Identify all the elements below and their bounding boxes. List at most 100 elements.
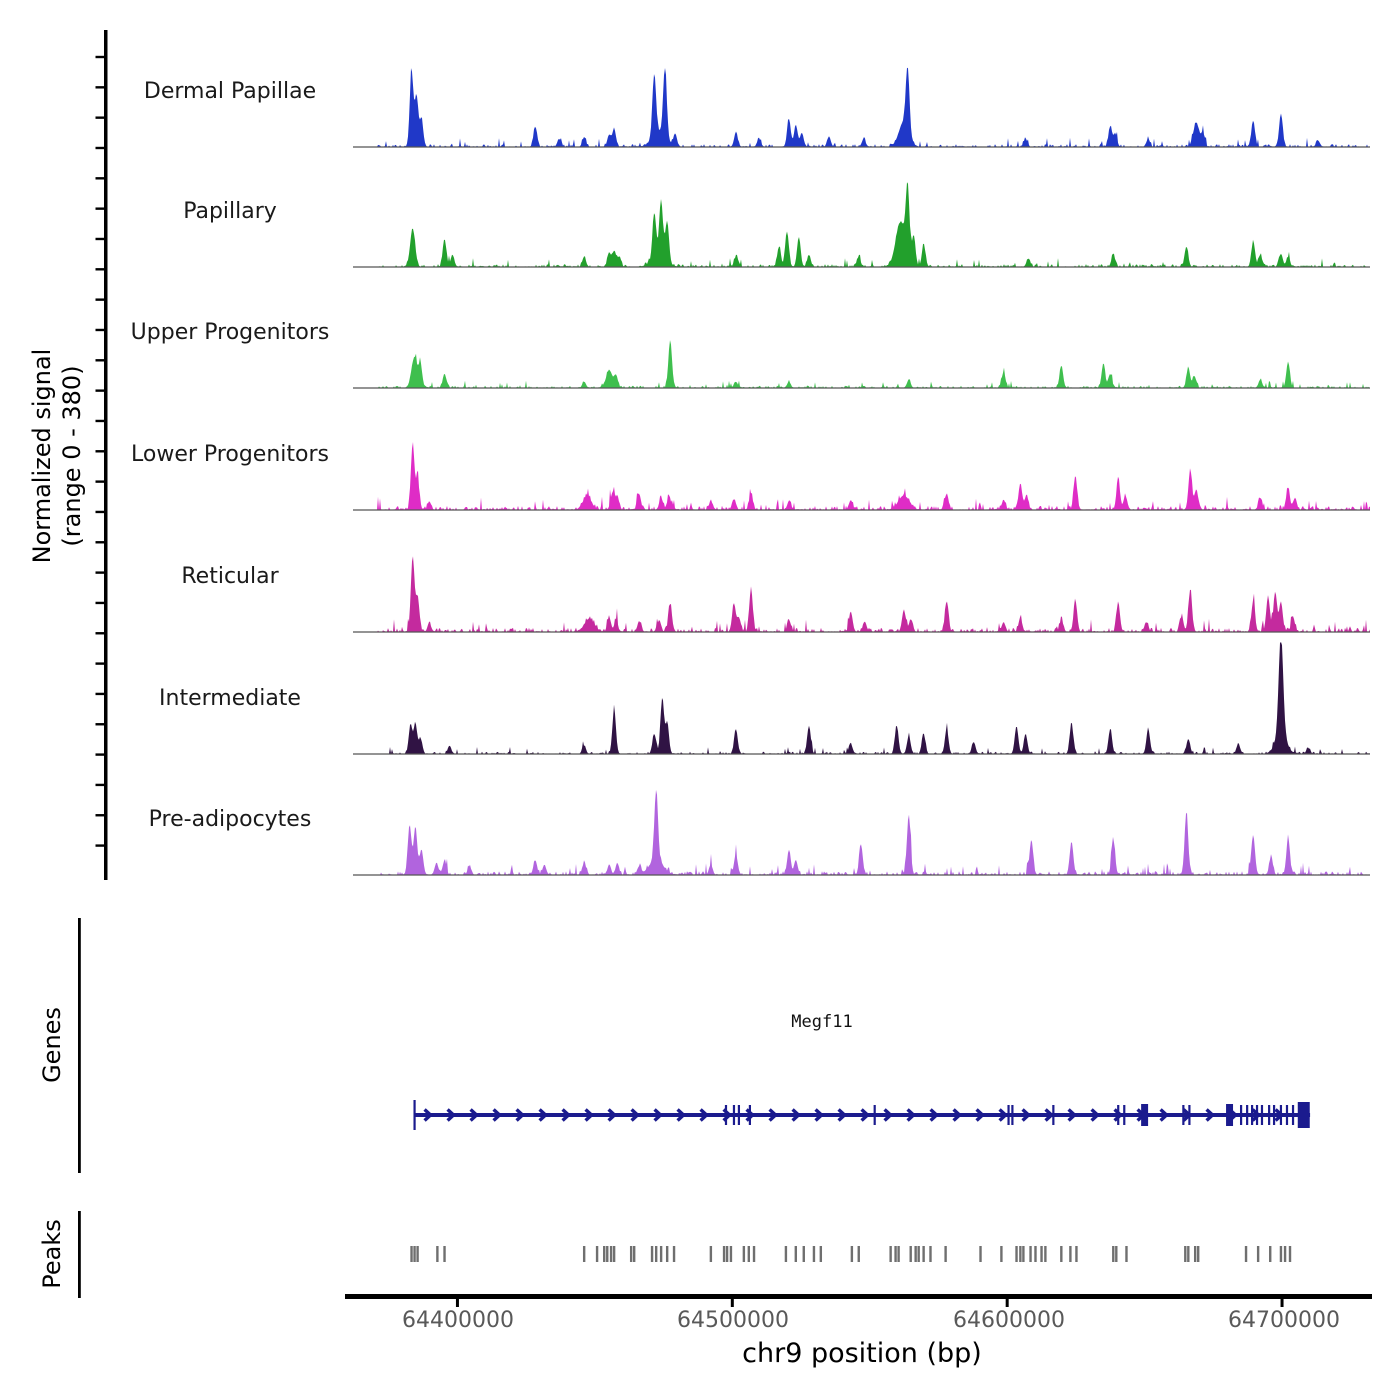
peak-tick (1029, 1246, 1032, 1262)
peak-tick (416, 1246, 419, 1262)
gene-strand-arrow (883, 1108, 894, 1122)
gene-exon (724, 1105, 728, 1125)
gene-strand-arrow (906, 1108, 917, 1122)
gene-strand-arrow (515, 1108, 526, 1122)
track-label-upper-progenitors: Upper Progenitors (130, 320, 330, 345)
peak-tick (909, 1246, 912, 1262)
track-label-lower-progenitors: Lower Progenitors (131, 442, 329, 467)
peak-tick (722, 1246, 726, 1262)
gene-exon (1117, 1105, 1120, 1125)
genes-axis-spine (78, 918, 81, 1173)
x-tick-label-64700000: 64700000 (1228, 1308, 1340, 1333)
peak-tick (794, 1246, 798, 1262)
peak-tick (812, 1246, 816, 1262)
peak-tick (1244, 1246, 1248, 1262)
peak-tick (1000, 1246, 1003, 1262)
peak-tick (889, 1246, 892, 1262)
gene-strand-arrow (929, 1108, 940, 1122)
peak-tick (914, 1246, 917, 1262)
peak-tick (436, 1246, 439, 1262)
peak-tick (897, 1246, 900, 1262)
peak-tick (1288, 1246, 1292, 1262)
signal-area-5 (353, 642, 1370, 754)
peak-tick (725, 1246, 729, 1262)
x-axis-title: chr9 position (bp) (742, 1338, 982, 1369)
track-label-dermal-papillae: Dermal Papillae (143, 79, 317, 104)
x-tick-label-64500000: 64500000 (677, 1308, 789, 1333)
gene-exon (1297, 1102, 1310, 1128)
gene-exon (1285, 1105, 1289, 1125)
track-label-papillary: Papillary (183, 199, 277, 224)
peak-tick (632, 1246, 636, 1262)
peak-tick (917, 1246, 920, 1262)
peak-tick (929, 1246, 932, 1262)
gene-strand-arrow (745, 1108, 756, 1122)
peak-tick (1075, 1246, 1078, 1262)
peak-tick (595, 1246, 599, 1262)
gene-strand-arrow (446, 1108, 457, 1122)
gene-strand-arrow (998, 1108, 1009, 1122)
peak-tick (612, 1246, 616, 1262)
peak-tick (784, 1246, 788, 1262)
gene-strand-arrow (676, 1108, 687, 1122)
peak-tick (1015, 1246, 1018, 1262)
gene-strand-arrow (492, 1108, 503, 1122)
gene-strand-arrow (791, 1108, 802, 1122)
gene-exon (1246, 1105, 1249, 1125)
genes-section-label: Genes (38, 1007, 66, 1083)
gene-strand-arrow (653, 1108, 664, 1122)
gene-exon (873, 1105, 876, 1125)
peak-tick (659, 1246, 663, 1262)
peak-tick (1256, 1246, 1260, 1262)
peak-tick (410, 1246, 413, 1262)
peak-tick (729, 1246, 733, 1262)
peak-tick (603, 1246, 606, 1262)
gene-strand-arrow (860, 1108, 871, 1122)
peak-tick (1269, 1246, 1272, 1262)
peaks-axis-spine (78, 1211, 81, 1298)
gene-strand-arrow (630, 1108, 641, 1122)
gene-strand-arrow (538, 1108, 549, 1122)
peak-tick (1034, 1246, 1037, 1262)
peak-tick (1193, 1246, 1197, 1262)
gene-exon (1188, 1105, 1191, 1125)
gene-strand-arrow (1159, 1108, 1170, 1122)
gene-name-label: Megf11 (791, 1012, 853, 1032)
x-tick-label-64400000: 64400000 (402, 1308, 514, 1333)
peak-tick (1040, 1246, 1043, 1262)
peak-tick (582, 1246, 586, 1262)
gene-strand-arrow (1113, 1108, 1124, 1122)
gene-strand-arrow (814, 1108, 825, 1122)
peak-tick (606, 1246, 609, 1262)
peak-tick (850, 1246, 854, 1262)
gene-strand-arrow (1090, 1108, 1101, 1122)
gene-strand-arrow (469, 1108, 480, 1122)
peak-tick (1279, 1246, 1283, 1262)
gene-strand-arrow (607, 1108, 618, 1122)
peak-tick (650, 1246, 654, 1262)
peak-tick (819, 1246, 823, 1262)
peak-tick (1283, 1246, 1287, 1262)
gene-exon (1123, 1105, 1126, 1125)
gene-exon (1226, 1104, 1234, 1126)
peak-tick (742, 1246, 746, 1262)
gene-strand-arrow (1067, 1108, 1078, 1122)
track-label-intermediate: Intermediate (159, 686, 301, 711)
gene-strand-arrow (975, 1108, 986, 1122)
y-axis-label-line2: (range 0 - 380) (58, 365, 86, 547)
signal-area-4 (353, 556, 1370, 632)
gene-strand-arrow (837, 1108, 848, 1122)
peak-tick (443, 1246, 446, 1262)
gene-exon (1250, 1105, 1254, 1125)
gene-strand-arrow (1021, 1108, 1032, 1122)
gene-exon (1007, 1105, 1010, 1125)
peak-tick (802, 1246, 805, 1262)
peak-tick (709, 1246, 713, 1262)
gene-strand-arrow (423, 1108, 434, 1122)
gene-exon (1141, 1104, 1149, 1126)
gene-exon (1272, 1105, 1276, 1125)
track-label-reticular: Reticular (181, 564, 279, 589)
peak-tick (1197, 1246, 1200, 1262)
gene-strand-arrow (561, 1108, 572, 1122)
